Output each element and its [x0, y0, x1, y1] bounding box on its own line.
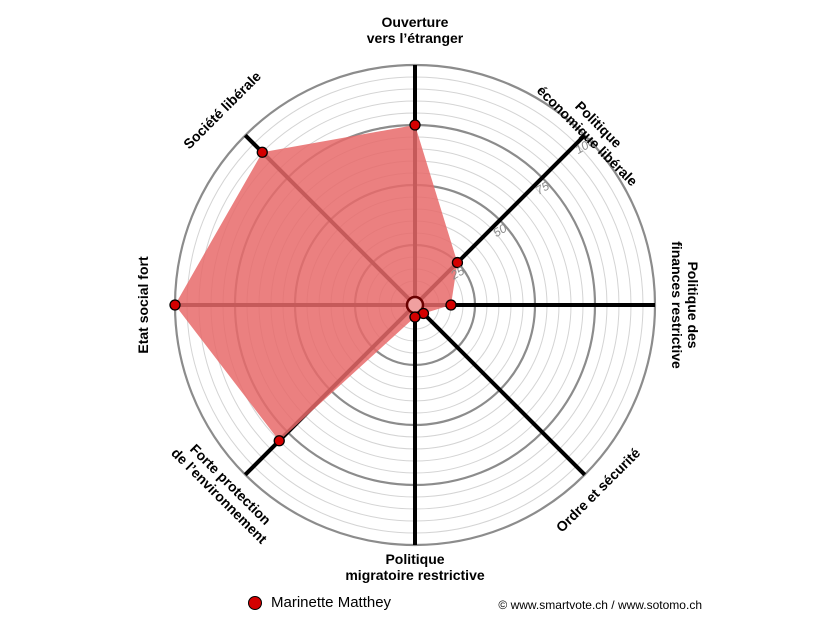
radar-points: [169, 119, 464, 447]
point-eco_liberale: [451, 256, 464, 269]
axis-label-line: finances restrictive: [669, 241, 685, 369]
copyright-text: © www.smartvote.ch / www.sotomo.ch: [498, 598, 702, 612]
axis-label-line: Politique: [385, 551, 444, 567]
axis-label-line: de l’environnement: [168, 445, 270, 547]
axis-label-line: vers l’étranger: [367, 30, 464, 46]
point-migratoire: [409, 311, 421, 323]
legend-label: Marinette Matthey: [271, 594, 392, 611]
point-environnement: [273, 435, 285, 447]
point-finances: [445, 299, 457, 311]
radar-area: [175, 125, 458, 441]
axis-label-etat_social: Etat social fort: [135, 256, 151, 354]
axis-label-line: Ouverture: [382, 14, 449, 30]
axis-label-line: migratoire restrictive: [345, 567, 484, 583]
point-etat_social: [169, 299, 181, 311]
point-societe: [256, 146, 268, 158]
point-ouverture: [409, 119, 421, 131]
axis-label-line: Politique des: [685, 261, 701, 348]
legend: Marinette Matthey: [248, 594, 391, 611]
spoke-ordre: [413, 303, 587, 477]
tick-label: 75: [533, 179, 552, 198]
legend-marker: [248, 595, 262, 610]
axis-label-line: Etat social fort: [135, 256, 151, 354]
series-area: [175, 125, 458, 441]
tick-label: 50: [491, 221, 510, 240]
tick-label: 25: [447, 263, 467, 282]
